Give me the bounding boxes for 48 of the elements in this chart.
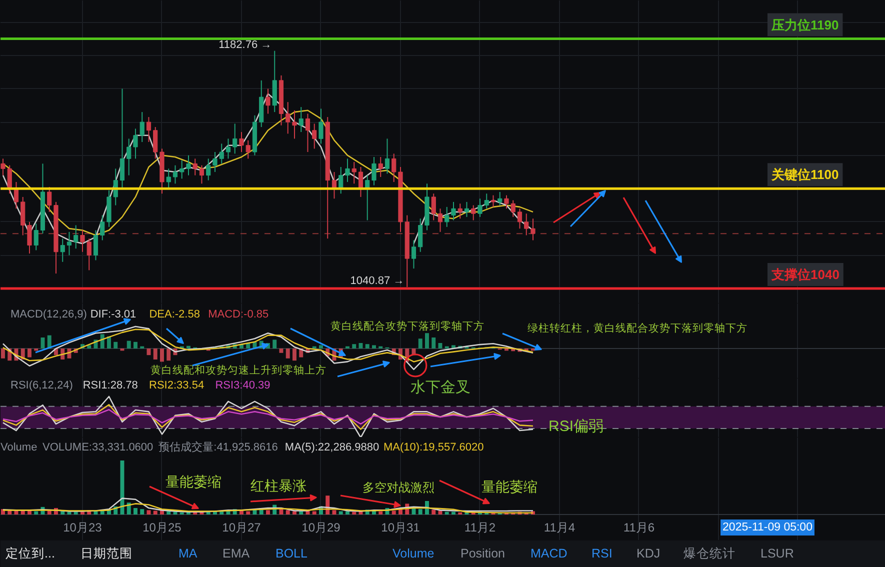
- text: Position: [460, 546, 506, 560]
- text: BOLL: [276, 546, 308, 560]
- x-tick-label: 10月23: [63, 520, 102, 534]
- text: MA(10):19,557.6020: [383, 442, 484, 454]
- annotation: 红柱暴涨: [250, 478, 306, 494]
- text: MA: [178, 546, 198, 560]
- annotation: 黄白线配合攻势下落到零轴下方: [330, 320, 484, 332]
- chart-title: RSI(6,12,24): [10, 380, 73, 392]
- annotation: 黄白线配和攻势匀速上升到零轴上方: [150, 364, 326, 376]
- x-tick-label: 10月27: [222, 520, 262, 534]
- chart-title: MACD(12,26,9): [10, 308, 87, 320]
- text: RSI3:40.39: [215, 380, 270, 392]
- text: VOLUME:33,331.0600: [42, 442, 154, 454]
- series-label: MACD:-0.85: [208, 308, 269, 320]
- x-tick-label: 11月4: [544, 520, 576, 534]
- text: 2025-11-09 05:00: [722, 522, 812, 534]
- annotation: 多空对战激烈: [362, 480, 434, 494]
- text: EMA: [222, 546, 250, 560]
- annotation: 1182.76 →: [218, 38, 272, 51]
- ref-line-label: 压力位1190: [770, 17, 839, 32]
- ref-line-label: 关键位1100: [770, 167, 839, 182]
- text: 水下金叉: [410, 379, 470, 396]
- text: 日期范围: [80, 546, 132, 560]
- chart-title: Volume: [0, 442, 38, 454]
- text: 预估成交量:41,925.8616: [158, 440, 278, 454]
- x-tick-label: 10月29: [302, 520, 341, 534]
- text: MACD: [530, 546, 568, 560]
- series-label: DEA:-2.58: [149, 308, 200, 320]
- annotation: 量能萎缩: [482, 478, 538, 494]
- text: MA(5):22,286.9880: [284, 442, 380, 454]
- text: 定位到...: [6, 546, 55, 560]
- x-tick-label: 11月2: [464, 520, 496, 534]
- text: KDJ: [636, 546, 660, 560]
- series-label: RSI1:28.78: [82, 380, 138, 392]
- text: LSUR: [760, 546, 794, 560]
- x-tick-label: 10月25: [142, 520, 182, 534]
- text: RSI: [592, 546, 612, 560]
- x-tick-label: 11月6: [623, 520, 655, 534]
- annotation: RSI偏弱: [548, 418, 604, 435]
- ref-line-label: 支撑位1040: [770, 267, 840, 282]
- series-label: DIF:-3.01: [90, 308, 136, 320]
- text: 爆仓统计: [684, 546, 736, 560]
- annotation: 量能萎缩: [166, 474, 222, 490]
- text: Volume: [392, 546, 434, 560]
- x-tick-label: 10月31: [381, 520, 420, 534]
- annotation: 1040.87 →: [350, 275, 404, 288]
- text: RSI2:33.54: [149, 380, 204, 392]
- annotation: 绿柱转红柱，黄白线配合攻势下落到零轴下方: [528, 322, 748, 334]
